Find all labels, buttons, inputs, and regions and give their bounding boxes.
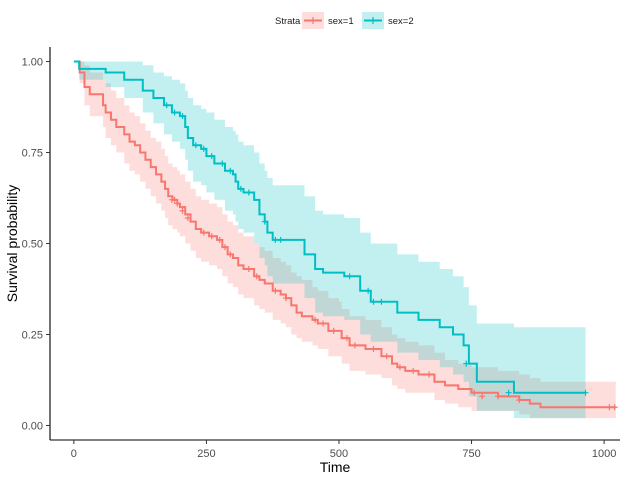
censor-mark <box>179 113 186 120</box>
censor-mark <box>471 389 478 396</box>
censor-mark <box>479 393 486 400</box>
censor-mark <box>516 396 523 403</box>
censor-mark <box>426 371 433 378</box>
censor-mark <box>606 404 613 411</box>
survival-line-sex-1 <box>73 60 616 409</box>
censor-mark <box>370 346 377 353</box>
censor-mark <box>219 160 226 167</box>
censor-mark <box>261 218 268 225</box>
y-tick-label: 0.00 <box>22 420 43 432</box>
censor-mark <box>253 273 260 280</box>
y-tick-label: 0.50 <box>22 239 43 251</box>
censor-mark <box>227 251 234 258</box>
censor-mark <box>171 109 178 116</box>
y-tick-label: 0.25 <box>22 329 43 341</box>
confidence-bands <box>73 61 616 419</box>
censor-mark <box>351 342 358 349</box>
censor-mark <box>495 393 502 400</box>
censor-mark <box>383 353 390 360</box>
censor-mark <box>272 236 279 243</box>
censor-mark <box>277 236 284 243</box>
censor-mark <box>320 320 327 327</box>
censor-mark <box>208 153 215 160</box>
legend-item-sex-1: sex=1 <box>302 12 354 29</box>
censor-mark <box>346 273 353 280</box>
censor-mark <box>171 196 178 203</box>
censor-mark <box>221 244 228 251</box>
x-tick-label: 0 <box>71 448 77 460</box>
censor-mark <box>245 265 252 272</box>
x-tick-label: 500 <box>330 448 348 460</box>
legend: Strata sex=1 sex=2 <box>275 12 414 29</box>
censor-mark <box>237 185 244 192</box>
censor-mark <box>611 404 618 411</box>
censor-mark <box>282 295 289 302</box>
censor-mark <box>192 142 199 149</box>
censor-mark <box>410 367 417 374</box>
censor-mark <box>272 287 279 294</box>
legend-label: sex=1 <box>328 16 354 27</box>
x-axis-title: Time <box>320 459 351 475</box>
censor-mark <box>163 102 170 109</box>
legend-title: Strata <box>275 16 301 27</box>
legend-label: sex=2 <box>388 16 414 27</box>
censor-marks <box>163 102 618 411</box>
x-tick-label: 750 <box>462 448 480 460</box>
x-tick-label: 250 <box>197 448 215 460</box>
confidence-band-sex-1 <box>73 61 616 419</box>
censor-mark <box>343 335 350 342</box>
censor-mark <box>582 389 589 396</box>
censor-mark <box>365 287 372 294</box>
censor-mark <box>463 360 470 367</box>
y-tick-label: 0.75 <box>22 148 43 160</box>
legend-key-censor <box>309 17 317 24</box>
censor-mark <box>216 236 223 243</box>
censor-mark <box>200 229 207 236</box>
censor-mark <box>200 145 207 152</box>
censor-mark <box>312 316 319 323</box>
censor-mark <box>179 207 186 214</box>
censor-mark <box>208 233 215 240</box>
legend-key-censor <box>369 17 377 24</box>
y-axis-title: Survival probability <box>4 185 20 303</box>
censor-mark <box>370 298 377 305</box>
censor-mark <box>184 215 191 222</box>
y-tick-label: 1.00 <box>22 57 43 69</box>
ticks: 0 250 500 750 1000 0.00 0.25 0.50 0.75 1.00 <box>22 57 617 460</box>
censor-mark <box>505 389 512 396</box>
censor-mark <box>227 167 234 174</box>
censor-mark <box>174 200 181 207</box>
x-tick-label: 1000 <box>592 448 616 460</box>
legend-item-sex-2: sex=2 <box>362 12 414 29</box>
censor-mark <box>396 364 403 371</box>
censor-mark <box>330 327 337 334</box>
censor-mark <box>245 189 252 196</box>
confidence-band-sex-2 <box>73 61 586 419</box>
censor-mark <box>378 298 385 305</box>
